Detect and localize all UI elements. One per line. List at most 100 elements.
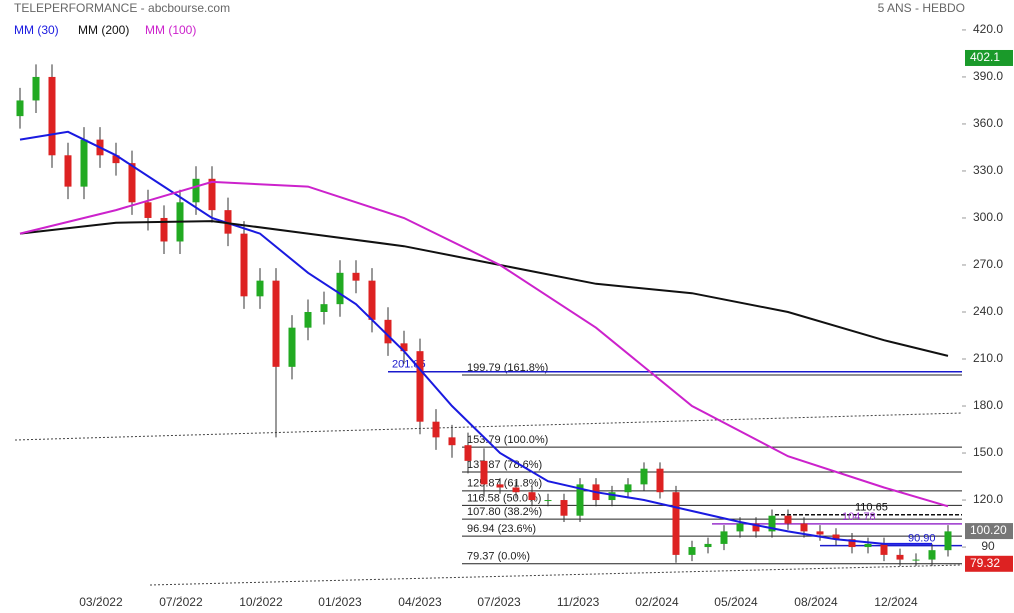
legend-entry: MM (100) bbox=[145, 23, 196, 37]
price-badge bbox=[965, 523, 1013, 540]
candle-body bbox=[736, 523, 744, 532]
candle-body bbox=[656, 468, 664, 493]
candle-body bbox=[64, 155, 72, 187]
y-tick-label: 240.0 bbox=[973, 304, 1003, 318]
x-tick-label: 11/2023 bbox=[557, 595, 600, 609]
candle-body bbox=[800, 523, 808, 532]
fib-label: 79.37 (0.0%) bbox=[467, 551, 530, 563]
y-tick-label: 180.0 bbox=[973, 398, 1003, 412]
candle-body bbox=[784, 515, 792, 524]
candle-body bbox=[848, 539, 856, 548]
candle-body bbox=[432, 421, 440, 438]
candle-body bbox=[480, 460, 488, 485]
candle-body bbox=[672, 492, 680, 555]
candle-body bbox=[240, 233, 248, 297]
x-tick-label: 01/2023 bbox=[318, 595, 362, 609]
candle-body bbox=[912, 559, 920, 561]
candle-body bbox=[272, 280, 280, 367]
fib-label: 153.79 (100.0%) bbox=[467, 434, 548, 446]
candle-body bbox=[512, 487, 520, 493]
candle-body bbox=[864, 543, 872, 548]
candle-body bbox=[896, 554, 904, 560]
candle-body bbox=[560, 500, 568, 516]
price-badge-label: 100.20 bbox=[970, 523, 1007, 537]
fib-label: 107.80 (38.2%) bbox=[467, 506, 542, 518]
candle-body bbox=[208, 178, 216, 211]
y-tick-label: 270.0 bbox=[973, 257, 1003, 271]
candle-body bbox=[256, 280, 264, 297]
candle-body bbox=[528, 492, 536, 501]
x-tick-label: 10/2022 bbox=[239, 595, 283, 609]
fib-label: 125.87 (61.8%) bbox=[467, 478, 542, 490]
candle-body bbox=[400, 343, 408, 352]
x-tick-label: 03/2022 bbox=[79, 595, 123, 609]
candle-body bbox=[608, 492, 616, 501]
trend-line bbox=[14, 412, 963, 441]
candle-body bbox=[160, 217, 168, 242]
candle-body bbox=[336, 272, 344, 305]
legend-entry: MM (200) bbox=[78, 23, 129, 37]
y-tick-label: 420.0 bbox=[973, 22, 1003, 36]
candle-body bbox=[464, 445, 472, 461]
candle-body bbox=[352, 272, 360, 281]
x-tick-label: 12/2024 bbox=[874, 595, 918, 609]
candle-body bbox=[144, 202, 152, 218]
trend-line bbox=[149, 564, 963, 586]
annotation-label: 110.65 bbox=[855, 502, 888, 514]
y-tick-label: 150.0 bbox=[973, 445, 1003, 459]
candle-body bbox=[720, 531, 728, 544]
x-tick-label: 07/2022 bbox=[159, 595, 203, 609]
candle-body bbox=[368, 280, 376, 320]
candle-body bbox=[128, 163, 136, 203]
chart-subtitle: 5 ANS - HEBDO bbox=[878, 1, 965, 15]
candle-body bbox=[544, 500, 552, 502]
x-tick-label: 04/2023 bbox=[398, 595, 442, 609]
y-tick-label: 330.0 bbox=[973, 163, 1003, 177]
candle-body bbox=[688, 547, 696, 555]
x-tick-label: 08/2024 bbox=[794, 595, 838, 609]
candle-body bbox=[80, 139, 88, 187]
candle-body bbox=[832, 534, 840, 540]
fib-label: 116.58 (50.0%) bbox=[467, 492, 541, 504]
candle-body bbox=[928, 550, 936, 560]
legend-entry: MM (30) bbox=[14, 23, 59, 37]
x-tick-label: 05/2024 bbox=[714, 595, 758, 609]
moving-average bbox=[19, 130, 932, 545]
candle-body bbox=[816, 531, 824, 535]
price-badge bbox=[965, 555, 1013, 572]
candle-body bbox=[768, 515, 776, 532]
y-tick-label: 210.0 bbox=[973, 351, 1003, 365]
price-badge-label: 79.32 bbox=[970, 556, 1000, 570]
fib-label: 199.79 (161.8%) bbox=[467, 362, 548, 374]
x-tick-label: 02/2024 bbox=[635, 595, 679, 609]
x-tick-label: 07/2023 bbox=[477, 595, 521, 609]
fib-label: 137.87 (78.6%) bbox=[467, 459, 542, 471]
price-badge-label: 402.1 bbox=[970, 50, 1000, 64]
price-badge bbox=[965, 49, 1013, 66]
y-tick-label: 360.0 bbox=[973, 116, 1003, 130]
candle-body bbox=[112, 155, 120, 164]
y-tick-label: 120.0 bbox=[973, 492, 1003, 506]
candle-body bbox=[640, 468, 648, 485]
annotation-label: 104.78 bbox=[842, 511, 876, 523]
candle-body bbox=[624, 484, 632, 493]
candle-body bbox=[304, 311, 312, 328]
fib-label: 96.94 (23.6%) bbox=[467, 523, 536, 535]
y-tick-label: 390.0 bbox=[973, 69, 1003, 83]
candle-body bbox=[448, 437, 456, 446]
candle-body bbox=[944, 531, 952, 551]
candle-body bbox=[192, 178, 200, 203]
chart-title: TELEPERFORMANCE - abcbourse.com bbox=[14, 1, 230, 15]
candle-body bbox=[16, 100, 24, 117]
candle-body bbox=[752, 523, 760, 532]
y-tick-label: 90 bbox=[981, 539, 995, 553]
candle-body bbox=[48, 76, 56, 156]
candle-body bbox=[288, 327, 296, 367]
candle-body bbox=[32, 76, 40, 101]
candle-body bbox=[384, 319, 392, 344]
annotation-label: 90.90 bbox=[908, 533, 936, 545]
candle-body bbox=[880, 543, 888, 555]
candle-body bbox=[704, 543, 712, 548]
